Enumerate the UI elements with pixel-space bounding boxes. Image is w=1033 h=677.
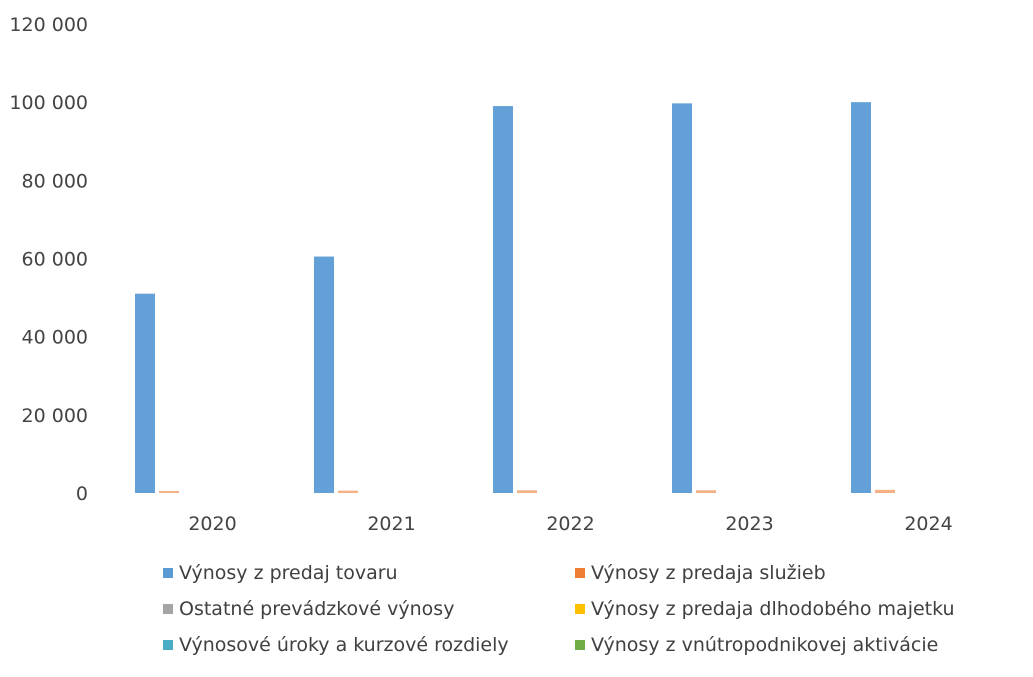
- bar-2022-series-1: [517, 490, 537, 493]
- legend-item-sluzby: Výnosy z predaja služieb: [575, 562, 826, 584]
- legend-label: Výnosy z predaja dlhodobého majetku: [591, 598, 955, 620]
- legend-swatch: [575, 604, 585, 614]
- x-tick-label: 2021: [367, 513, 415, 535]
- bar-2021-series-0: [314, 256, 334, 493]
- legend-swatch: [163, 568, 173, 578]
- bar-2023-series-0: [672, 103, 692, 493]
- y-axis: 0 20 000 40 000 60 000 80 000 100 000 120 000: [9, 14, 88, 505]
- y-tick-label: 40 000: [22, 327, 88, 349]
- legend-item-majetok: Výnosy z predaja dlhodobého majetku: [575, 598, 955, 620]
- legend-swatch: [163, 640, 173, 650]
- y-tick-label: 100 000: [9, 92, 88, 114]
- bar-2020-series-0: [135, 293, 155, 493]
- legend-label: Výnosy z predaja služieb: [591, 562, 826, 584]
- legend-swatch: [575, 640, 585, 650]
- x-tick-label: 2020: [188, 513, 236, 535]
- legend-label: Výnosy z predaj tovaru: [179, 562, 398, 584]
- y-tick-label: 20 000: [22, 405, 88, 427]
- bar-2024-series-0: [851, 102, 871, 494]
- x-tick-label: 2022: [546, 513, 594, 535]
- bar-2022-series-0: [493, 106, 513, 493]
- y-tick-label: 80 000: [22, 170, 88, 192]
- x-tick-label: 2024: [904, 513, 952, 535]
- legend-item-tovar: Výnosy z predaj tovaru: [163, 562, 398, 584]
- y-tick-label: 0: [76, 483, 88, 505]
- legend: Výnosy z predaj tovaru Výnosy z predaja …: [163, 562, 1013, 670]
- legend-swatch: [163, 604, 173, 614]
- bar-2021-series-1: [338, 490, 358, 493]
- legend-item-aktivacia: Výnosy z vnútropodnikovej aktivácie: [575, 634, 938, 656]
- plot-area: [135, 102, 895, 494]
- legend-label: Ostatné prevádzkové výnosy: [179, 598, 455, 620]
- bar-2020-series-1: [159, 491, 179, 493]
- legend-item-ostatne: Ostatné prevádzkové výnosy: [163, 598, 454, 620]
- legend-swatch: [575, 568, 585, 578]
- bar-2023-series-1: [696, 490, 716, 493]
- legend-label: Výnosové úroky a kurzové rozdiely: [179, 634, 509, 656]
- legend-label: Výnosy z vnútropodnikovej aktivácie: [591, 634, 939, 656]
- y-tick-label: 60 000: [22, 249, 88, 271]
- x-axis: 2020 2021 2022 2023 2024: [188, 513, 952, 535]
- bar-2024-series-1: [875, 489, 895, 493]
- x-tick-label: 2023: [725, 513, 773, 535]
- y-tick-label: 120 000: [9, 14, 88, 36]
- legend-item-uroky: Výnosové úroky a kurzové rozdiely: [163, 634, 509, 656]
